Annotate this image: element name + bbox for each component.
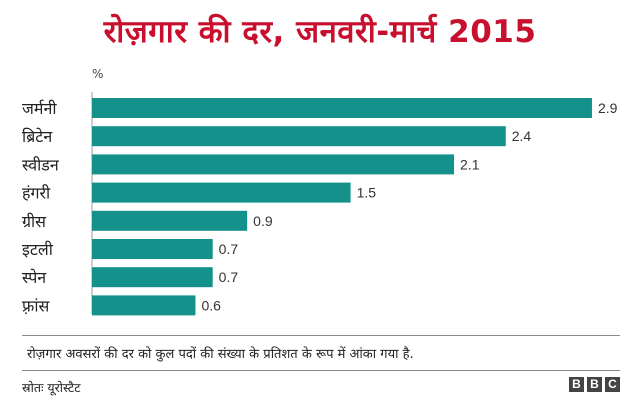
category-label: ग्रीस [22, 212, 47, 231]
logo-letter: B [569, 377, 584, 392]
category-label: जर्मनी [22, 99, 57, 118]
bar [92, 182, 351, 203]
value-label: 1.5 [357, 185, 377, 201]
value-label: 0.9 [253, 213, 273, 229]
footnote: रोज़गार अवसरों की दर को कुल पदों की संख्… [27, 347, 414, 362]
divider-bottom [22, 370, 620, 371]
logo-letter: B [587, 377, 602, 392]
value-label: 0.7 [219, 269, 239, 285]
bbc-logo: B B C [569, 377, 620, 392]
bar [92, 210, 248, 231]
divider-top [22, 335, 620, 336]
bars-group: जर्मनी 2.9 ब्रिटेन 2.4 स्वीडन 2.1 हंगरी 1.5 ग्री… [22, 98, 618, 316]
category-label: फ़्रांस [22, 296, 50, 315]
category-label: हंगरी [22, 184, 51, 203]
category-label: इटली [22, 240, 54, 259]
value-label: 2.1 [460, 156, 480, 172]
value-label: 0.6 [201, 297, 221, 313]
bar [92, 239, 213, 259]
chart-title: रोज़गार की दर, जनवरी-मार्च 2015 [103, 14, 537, 50]
value-label: 0.7 [219, 241, 239, 257]
bar [92, 98, 592, 118]
logo-letter: C [605, 377, 620, 392]
value-label: 2.4 [512, 128, 532, 144]
category-label: ब्रिटेन [22, 127, 53, 146]
bar [92, 267, 213, 288]
bar [92, 154, 455, 175]
category-label: स्वीडन [22, 155, 60, 174]
bar [92, 126, 506, 147]
unit-label: % [92, 67, 103, 81]
source-label: स्रोतः यूरोस्टैट [22, 380, 81, 395]
category-label: स्पेन [22, 268, 47, 287]
bar [92, 295, 196, 316]
value-label: 2.9 [598, 100, 618, 116]
